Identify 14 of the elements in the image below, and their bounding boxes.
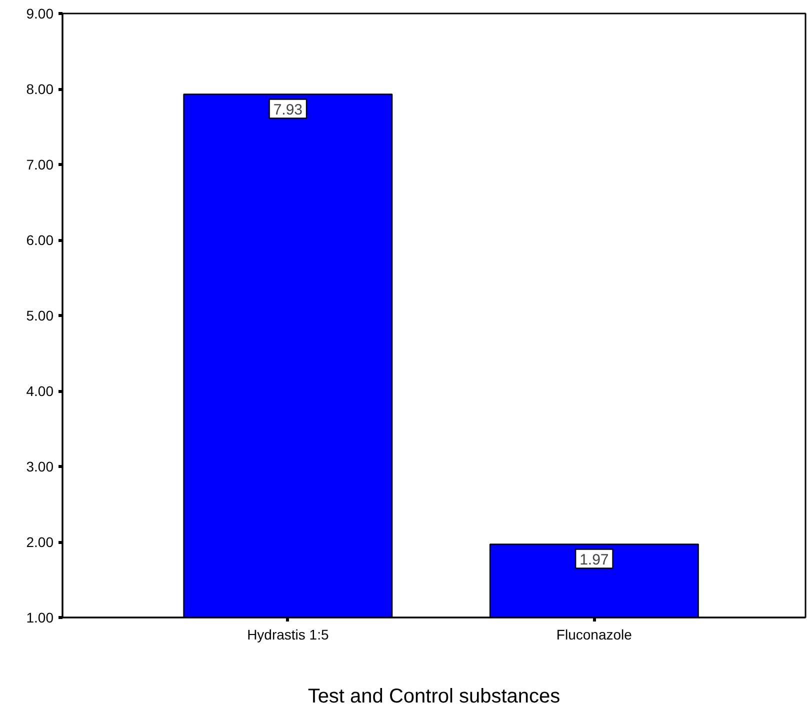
y-tick-label: 5.00 — [26, 308, 54, 324]
y-tick-label: 3.00 — [26, 458, 54, 474]
y-tick-label: 2.00 — [26, 534, 54, 550]
y-tick-label: 7.00 — [26, 156, 54, 172]
x-tick-label: Hydrastis 1:5 — [247, 626, 329, 642]
data-label: 7.93 — [273, 101, 303, 118]
y-tick-label: 6.00 — [26, 232, 54, 248]
x-tick-label: Fluconazole — [556, 626, 632, 642]
y-tick-label: 1.00 — [26, 610, 54, 626]
x-axis-title: Test and Control substances — [308, 686, 560, 708]
data-label: 1.97 — [580, 551, 609, 568]
y-tick-label: 9.00 — [26, 6, 54, 22]
y-tick-label: 8.00 — [26, 81, 54, 97]
y-tick-label: 4.00 — [26, 383, 54, 399]
